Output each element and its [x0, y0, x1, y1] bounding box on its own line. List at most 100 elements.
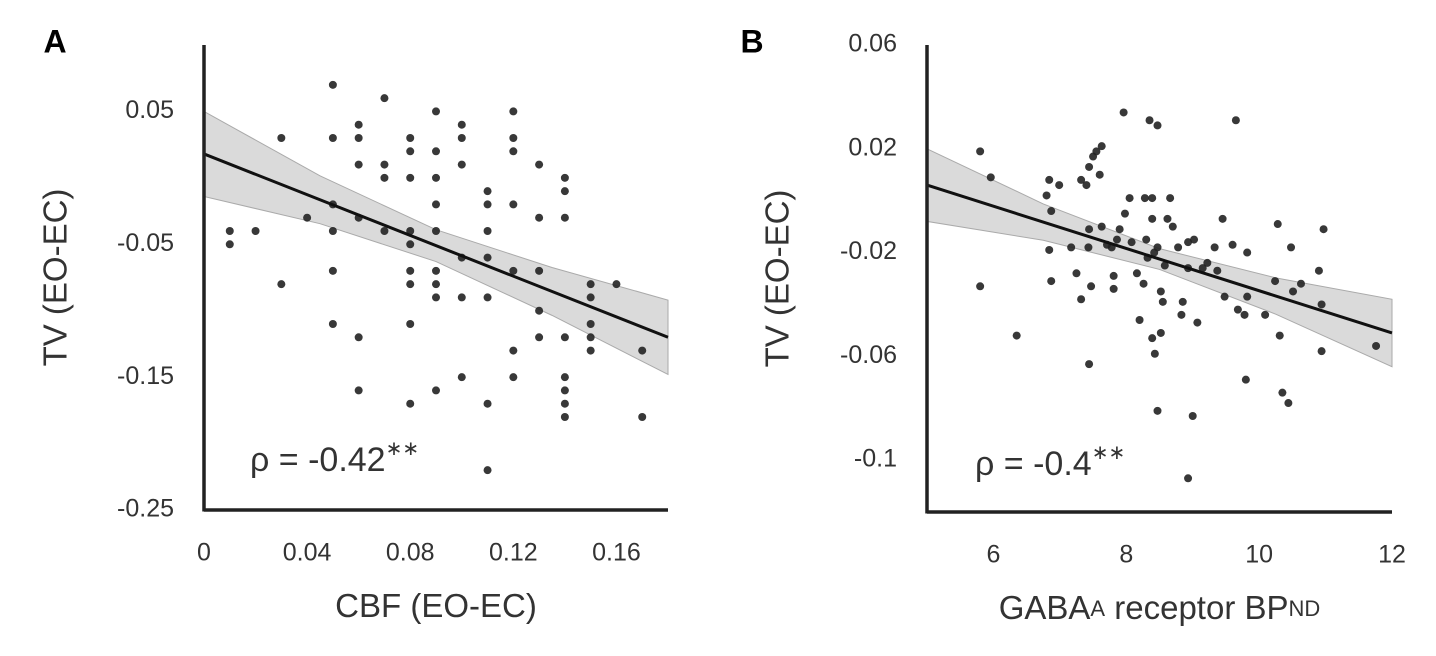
data-point	[1319, 225, 1328, 234]
data-point	[1109, 284, 1118, 293]
data-point	[328, 227, 337, 235]
data-point	[1372, 341, 1381, 350]
data-point	[225, 240, 234, 249]
data-point	[1317, 347, 1326, 356]
data-point	[1095, 170, 1104, 179]
data-point	[509, 200, 518, 209]
data-point	[1243, 248, 1252, 257]
data-point	[1135, 316, 1144, 325]
data-point	[1082, 181, 1091, 190]
data-point	[1271, 277, 1280, 286]
data-point	[406, 173, 415, 182]
data-point	[1153, 406, 1162, 415]
data-point	[380, 227, 389, 235]
data-point	[560, 413, 569, 421]
data-point	[406, 266, 415, 275]
y-tick-label: -0.25	[117, 495, 174, 523]
data-point	[560, 173, 569, 182]
data-point	[1097, 142, 1106, 151]
data-point	[380, 94, 389, 103]
correlation-annotation: ρ = -0.42∗∗	[250, 438, 419, 479]
data-point	[457, 293, 466, 302]
x-axis-label: GABAA receptor BPND	[999, 589, 1321, 626]
data-point	[1296, 279, 1305, 288]
data-point	[1284, 399, 1293, 408]
data-point	[251, 227, 260, 235]
data-point	[432, 227, 440, 235]
data-point	[986, 173, 995, 182]
x-tick-label: 8	[1119, 541, 1133, 569]
x-axis-label-part: receptor BP	[1105, 589, 1288, 626]
x-tick-label: 0.08	[386, 539, 435, 567]
data-point	[1097, 222, 1106, 231]
data-point	[1148, 214, 1157, 223]
panel-label: B	[740, 23, 763, 59]
correlation-annotation: ρ = -0.4∗∗	[975, 442, 1125, 483]
y-tick-label: -0.06	[840, 341, 897, 369]
data-point	[328, 266, 337, 275]
x-tick-label: 12	[1378, 541, 1406, 569]
data-point	[1278, 388, 1287, 397]
data-point	[586, 333, 595, 342]
data-point	[1160, 261, 1169, 270]
x-axis-label: CBF (EO-EC)	[335, 587, 537, 624]
data-point	[406, 280, 415, 289]
data-point	[976, 282, 985, 291]
y-axis-label: TV (EO-EC)	[759, 190, 796, 368]
data-point	[1072, 269, 1081, 278]
data-point	[483, 227, 492, 235]
data-point	[328, 80, 337, 89]
data-point	[1168, 222, 1177, 231]
data-point	[1184, 238, 1193, 247]
regression-line	[926, 183, 1393, 335]
data-point	[1085, 162, 1094, 171]
data-point	[1085, 360, 1094, 369]
data-point	[560, 333, 569, 342]
data-point	[1084, 243, 1093, 252]
data-point	[1112, 235, 1121, 244]
data-point	[509, 107, 518, 116]
data-point	[638, 413, 647, 421]
data-point	[1077, 175, 1086, 184]
significance-stars: ∗∗	[386, 438, 420, 460]
data-point	[1077, 295, 1086, 304]
data-point	[535, 213, 544, 222]
data-point	[1120, 209, 1129, 218]
data-point	[406, 399, 415, 408]
data-point	[483, 187, 492, 196]
data-point	[354, 160, 363, 169]
data-point	[509, 134, 518, 142]
data-point	[535, 160, 544, 169]
correlation-text: ρ = -0.4	[975, 445, 1092, 483]
data-point	[586, 280, 595, 289]
data-point	[1241, 375, 1250, 384]
data-point	[1153, 121, 1162, 130]
data-point	[1233, 305, 1242, 314]
data-point	[1178, 297, 1187, 306]
x-tick-label: 0.16	[592, 539, 641, 567]
data-point	[1156, 328, 1165, 337]
data-point	[1140, 194, 1149, 203]
data-point	[1047, 277, 1056, 286]
x-axis-label-part: CBF (EO-EC)	[335, 587, 537, 624]
data-point	[1067, 243, 1076, 252]
data-point	[1231, 116, 1240, 125]
data-point	[432, 266, 440, 275]
data-point	[1156, 287, 1165, 296]
data-point	[509, 266, 518, 275]
data-point	[1243, 292, 1252, 301]
data-point	[1273, 220, 1282, 229]
regression-line	[203, 152, 669, 339]
data-point	[1125, 194, 1134, 203]
data-point	[1109, 271, 1118, 280]
data-point	[354, 333, 363, 342]
y-tick-label: 0.06	[848, 30, 897, 58]
data-point	[483, 200, 492, 209]
data-point	[1153, 243, 1162, 252]
data-point	[1148, 334, 1157, 343]
data-point	[1220, 292, 1229, 301]
data-point	[1145, 116, 1154, 125]
data-point	[406, 320, 415, 328]
data-point	[432, 386, 440, 395]
